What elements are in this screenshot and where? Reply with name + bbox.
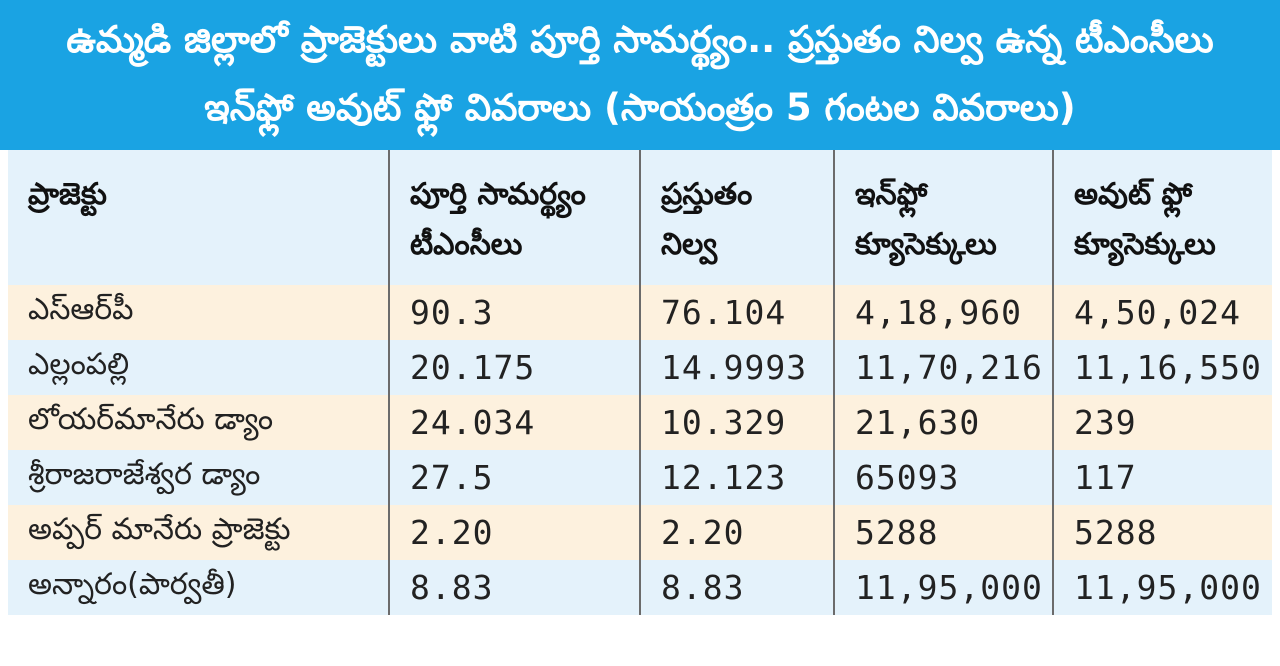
header-capacity-line2: టీఎంసీలు <box>410 227 523 262</box>
header-outflow: అవుట్ ఫ్లో క్యూసెక్కులు <box>1053 150 1272 285</box>
title-line-1: ఉమ్మడి జిల్లాలో ప్రాజెక్టులు వాటి పూర్తి… <box>66 18 1214 61</box>
header-project-label: ప్రాజెక్టు <box>28 177 107 212</box>
header-outflow-line1: అవుట్ ఫ్లో <box>1074 177 1193 212</box>
cell-outflow: 5288 <box>1074 513 1158 552</box>
header-capacity-line1: పూర్తి సామర్థ్యం <box>410 177 586 212</box>
cell-inflow: 11,95,000 <box>834 560 1054 615</box>
cell-capacity: 24.034 <box>389 395 641 450</box>
table-row: ఎల్లంపల్లి 20.175 14.9993 11,70,216 11,1… <box>8 340 1272 395</box>
header-capacity: పూర్తి సామర్థ్యం టీఎంసీలు <box>389 150 641 285</box>
cell-capacity: 8.83 <box>389 560 641 615</box>
header-current: ప్రస్తుతం నిల్వ <box>640 150 835 285</box>
header-current-line2: నిల్వ <box>661 227 718 262</box>
table-row: శ్రీరాజరాజేశ్వర డ్యాం 27.5 12.123 65093 … <box>8 450 1272 505</box>
header-inflow: ఇన్‌ఫ్లో క్యూసెక్కులు <box>834 150 1054 285</box>
header-current-line1: ప్రస్తుతం <box>661 177 753 212</box>
cell-outflow: 11,95,000 <box>1074 568 1262 607</box>
cell-inflow: 65093 <box>834 450 1054 505</box>
cell-capacity: 20.175 <box>389 340 641 395</box>
cell-project: శ్రీరాజరాజేశ్వర డ్యాం <box>8 450 390 505</box>
cell-capacity: 2.20 <box>389 505 641 560</box>
table-row: లోయర్‌మానేరు డ్యాం 24.034 10.329 21,630 … <box>8 395 1272 450</box>
cell-outflow: 117 <box>1074 458 1137 497</box>
cell-project: లోయర్‌మానేరు డ్యాం <box>8 395 390 450</box>
cell-outflow: 4,50,024 <box>1074 293 1241 332</box>
cell-capacity: 27.5 <box>389 450 641 505</box>
header-inflow-line1: ఇన్‌ఫ్లో <box>855 177 928 212</box>
header-outflow-line2: క్యూసెక్కులు <box>1074 227 1216 262</box>
title-band: ఉమ్మడి జిల్లాలో ప్రాజెక్టులు వాటి పూర్తి… <box>0 0 1280 150</box>
cell-project: అప్పర్ మానేరు ప్రాజెక్టు <box>8 505 390 560</box>
cell-project: ఎస్ఆర్‌పీ <box>8 285 390 340</box>
table-row: ఎస్ఆర్‌పీ 90.3 76.104 4,18,960 4,50,024 <box>8 285 1272 340</box>
cell-current: 14.9993 <box>640 340 835 395</box>
cell-current: 12.123 <box>640 450 835 505</box>
cell-inflow: 11,70,216 <box>834 340 1054 395</box>
cell-current: 8.83 <box>640 560 835 615</box>
cell-inflow: 21,630 <box>834 395 1054 450</box>
cell-project: ఎల్లంపల్లి <box>8 340 390 395</box>
cell-capacity: 90.3 <box>389 285 641 340</box>
table-row: అప్పర్ మానేరు ప్రాజెక్టు 2.20 2.20 5288 … <box>8 505 1272 560</box>
cell-current: 76.104 <box>640 285 835 340</box>
header-inflow-line2: క్యూసెక్కులు <box>855 227 997 262</box>
cell-current: 2.20 <box>640 505 835 560</box>
cell-inflow: 5288 <box>834 505 1054 560</box>
header-project: ప్రాజెక్టు <box>8 150 390 285</box>
title-line-2: ఇన్‌ఫ్లో అవుట్ ఫ్లో వివరాలు (సాయంత్రం 5 … <box>204 86 1076 129</box>
cell-current: 10.329 <box>640 395 835 450</box>
table-row: అన్నారం(పార్వతీ) 8.83 8.83 11,95,000 11,… <box>8 560 1272 615</box>
table-header-row: ప్రాజెక్టు పూర్తి సామర్థ్యం టీఎంసీలు ప్ర… <box>8 150 1272 285</box>
cell-outflow: 239 <box>1074 403 1137 442</box>
reservoir-table: ప్రాజెక్టు పూర్తి సామర్థ్యం టీఎంసీలు ప్ర… <box>8 150 1272 615</box>
cell-project: అన్నారం(పార్వతీ) <box>8 560 390 615</box>
cell-inflow: 4,18,960 <box>834 285 1054 340</box>
cell-outflow: 11,16,550 <box>1074 348 1262 387</box>
